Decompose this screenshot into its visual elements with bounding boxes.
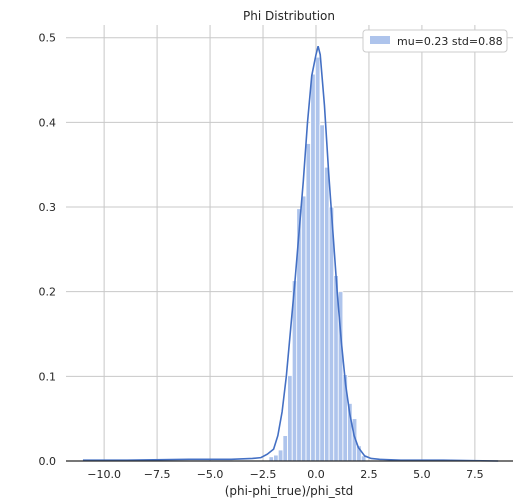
y-tick-label: 0.1	[39, 370, 57, 383]
x-tick-label: −5.0	[197, 468, 224, 481]
histogram-bar	[277, 449, 284, 462]
histogram-bar	[282, 435, 288, 462]
y-tick-labels: 0.0 0.1 0.2 0.3 0.4 0.5	[39, 32, 57, 468]
x-tick-label: 2.5	[360, 468, 378, 481]
x-axis-label: (phi-phi_true)/phi_std	[225, 484, 354, 498]
histogram-bar	[305, 143, 312, 462]
y-tick-label: 0.4	[39, 116, 57, 129]
x-tick-label: 0.0	[307, 468, 325, 481]
histogram-bar	[273, 454, 279, 462]
legend: mu=0.23 std=0.88	[362, 29, 508, 53]
kde-curve	[82, 45, 499, 462]
x-tick-label: −2.5	[250, 468, 277, 481]
x-tick-label: −10.0	[87, 468, 121, 481]
y-tick-label: 0.0	[39, 455, 57, 468]
legend-swatch	[370, 36, 390, 44]
y-tick-label: 0.5	[39, 32, 57, 45]
y-tick-label: 0.3	[39, 201, 57, 214]
x-tick-label: −7.5	[144, 468, 171, 481]
x-tick-label: 7.5	[466, 468, 484, 481]
histogram-bar	[314, 56, 321, 462]
histogram-bar	[324, 166, 330, 462]
histogram-bar	[319, 124, 325, 462]
histogram-bar	[310, 73, 316, 462]
legend-box	[362, 29, 508, 53]
legend-label: mu=0.23 std=0.88	[397, 35, 503, 48]
histogram-bar	[300, 195, 307, 462]
y-tick-label: 0.2	[39, 286, 57, 299]
x-tick-labels: −10.0 −7.5 −5.0 −2.5 0.0 2.5 5.0 7.5	[87, 468, 483, 481]
histogram-bar	[287, 375, 293, 462]
chart-title: Phi Distribution	[243, 9, 335, 23]
histogram-bar	[268, 456, 274, 462]
x-tick-label: 5.0	[413, 468, 431, 481]
